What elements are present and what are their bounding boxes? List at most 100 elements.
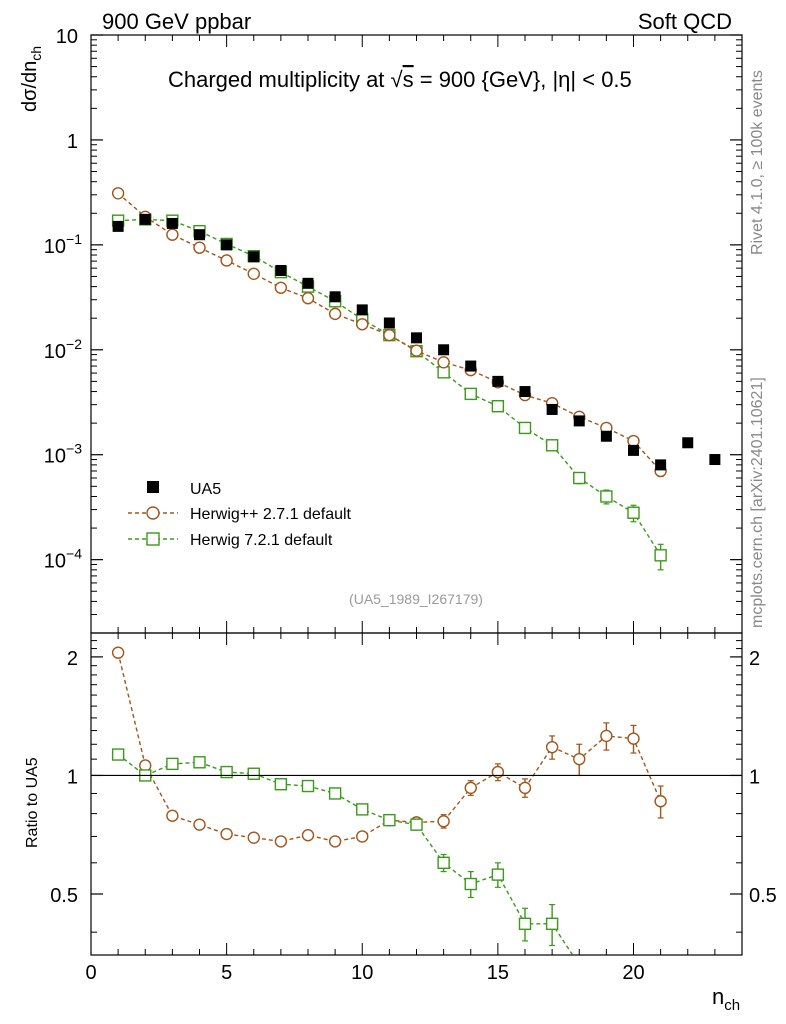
ratio-point-herwig7 — [491, 868, 505, 881]
main-ylabel-text: dσ/dn — [19, 61, 41, 112]
main-point-data — [628, 444, 639, 456]
ratio-point-herwigpp — [545, 740, 559, 754]
ratio-point-herwigpp — [328, 835, 342, 848]
main-y-tick-label: 10−4 — [44, 546, 82, 573]
main-point-herwig7 — [627, 506, 640, 519]
legend-label-herwig7: Herwig 7.2.1 default — [190, 532, 333, 549]
analysis-annotation: (UA5_1989_I267179) — [349, 591, 483, 607]
main-y-tick-label: 10−3 — [44, 441, 82, 468]
main-y-tick-label-exp: −1 — [66, 231, 82, 247]
header-right: Soft QCD — [638, 9, 732, 34]
ratio-point-herwigpp — [464, 781, 477, 795]
main-point-herwigpp — [437, 356, 450, 369]
main-point-herwigpp — [220, 254, 233, 267]
main-point-data — [248, 251, 260, 263]
main-point-herwig7 — [545, 439, 559, 452]
ratio-point-herwig7 — [247, 767, 260, 780]
ratio-ylabel: Ratio to UA5 — [24, 757, 41, 848]
header-left: 900 GeV ppbar — [102, 9, 251, 34]
main-point-data — [356, 304, 368, 316]
main-point-data — [329, 291, 341, 303]
main-ylabel-sub: ch — [28, 46, 44, 61]
x-tick-label: 10 — [351, 962, 373, 984]
main-y-tick-label-exp: −4 — [66, 546, 82, 562]
ratio-point-herwig7 — [274, 778, 288, 791]
ratio-point-herwig7 — [383, 813, 396, 827]
main-point-herwig7 — [464, 387, 477, 401]
main-point-herwigpp — [383, 328, 396, 342]
legend-label-ua5: UA5 — [190, 481, 221, 498]
main-point-data — [709, 454, 721, 466]
main-point-data — [600, 430, 612, 442]
ratio-point-herwigpp — [193, 818, 206, 831]
main-point-data — [194, 229, 205, 241]
rivet-label: Rivet 4.1.0, ≥ 100k events — [749, 70, 766, 255]
main-y-tick-label: 10−2 — [44, 336, 82, 363]
main-point-herwig7 — [518, 421, 532, 435]
title-sqrt: √ — [391, 67, 404, 92]
title-post: = 900 {GeV}, |η| < 0.5 — [414, 67, 632, 92]
main-point-herwigpp — [328, 307, 342, 321]
main-y-tick-label-exp: −3 — [66, 441, 82, 457]
main-series-group — [111, 187, 721, 571]
main-point-data — [546, 403, 558, 415]
ratio-point-herwig7 — [193, 756, 206, 769]
x-tick-label: 15 — [487, 962, 509, 984]
main-point-data — [682, 437, 694, 449]
ratio-point-herwigpp — [301, 829, 315, 842]
main-ylabel: dσ/dnch — [19, 46, 44, 112]
ratio-point-herwigpp — [356, 830, 369, 843]
legend-marker-herwigpp — [146, 506, 160, 520]
legend-marker-ua5 — [147, 481, 159, 493]
ratio-point-herwig7 — [410, 818, 423, 831]
main-axis-ticks: 10 1 10−1 10−2 10−3 10−4 — [44, 26, 743, 634]
main-line-herwigpp — [117, 192, 662, 472]
main-point-data — [112, 220, 124, 232]
main-point-herwigpp — [274, 281, 288, 294]
ratio-point-herwigpp — [220, 827, 233, 841]
main-point-data — [166, 217, 178, 229]
x-tick-label: 0 — [85, 962, 96, 984]
ratio-point-herwigpp — [274, 835, 288, 848]
main-point-data — [302, 277, 314, 289]
main-point-data — [655, 459, 667, 471]
main-series-data — [112, 213, 721, 471]
main-point-data — [275, 264, 287, 276]
mcplots-label: mcplots.cern.ch [arXiv:2401.10621] — [749, 377, 766, 628]
legend: UA5 Herwig++ 2.7.1 default Herwig 7.2.1 … — [128, 481, 352, 549]
ratio-point-herwig7 — [518, 917, 532, 931]
main-point-data — [573, 415, 585, 427]
legend-label-herwigpp: Herwig++ 2.7.1 default — [190, 506, 352, 523]
main-point-herwig7 — [654, 549, 667, 562]
ratio-point-herwig7 — [356, 803, 369, 816]
ratio-point-herwigpp — [600, 729, 613, 743]
main-point-herwigpp — [193, 241, 206, 254]
x-tick-label: 5 — [221, 962, 232, 984]
ratio-point-herwig7 — [166, 757, 179, 771]
ratio-series-herwig7 — [111, 748, 574, 955]
ratio-y-tick-label-left: 0.5 — [50, 885, 78, 907]
ratio-y-tick-label-right: 2 — [749, 648, 760, 670]
main-point-herwig7 — [573, 471, 586, 485]
main-y-tick-label-exp: −2 — [66, 336, 82, 352]
xlabel: nch — [712, 984, 740, 1014]
ratio-y-tick-label-right: 0.5 — [749, 885, 777, 907]
ratio-y-tick-label-left: 1 — [67, 766, 78, 788]
xlabel-sub: ch — [724, 997, 740, 1014]
main-y-tick-label: 1 — [67, 131, 78, 153]
main-point-data — [438, 344, 450, 356]
main-line-herwig7 — [118, 218, 662, 556]
ratio-line-herwig7 — [117, 753, 574, 955]
ratio-point-herwig7 — [220, 765, 233, 779]
main-title: Charged multiplicity at √s = 900 {GeV}, … — [168, 67, 632, 92]
ratio-panel-frame — [90, 632, 743, 956]
ratio-point-herwig7 — [111, 748, 125, 761]
main-point-herwigpp — [301, 292, 315, 305]
main-point-data — [465, 360, 477, 372]
ratio-point-herwig7 — [545, 917, 559, 931]
main-y-tick-label: 10−1 — [44, 231, 82, 258]
main-point-herwig7 — [600, 490, 613, 503]
main-y-tick-label-base: 10 — [44, 551, 66, 573]
ratio-point-herwigpp — [518, 781, 532, 795]
